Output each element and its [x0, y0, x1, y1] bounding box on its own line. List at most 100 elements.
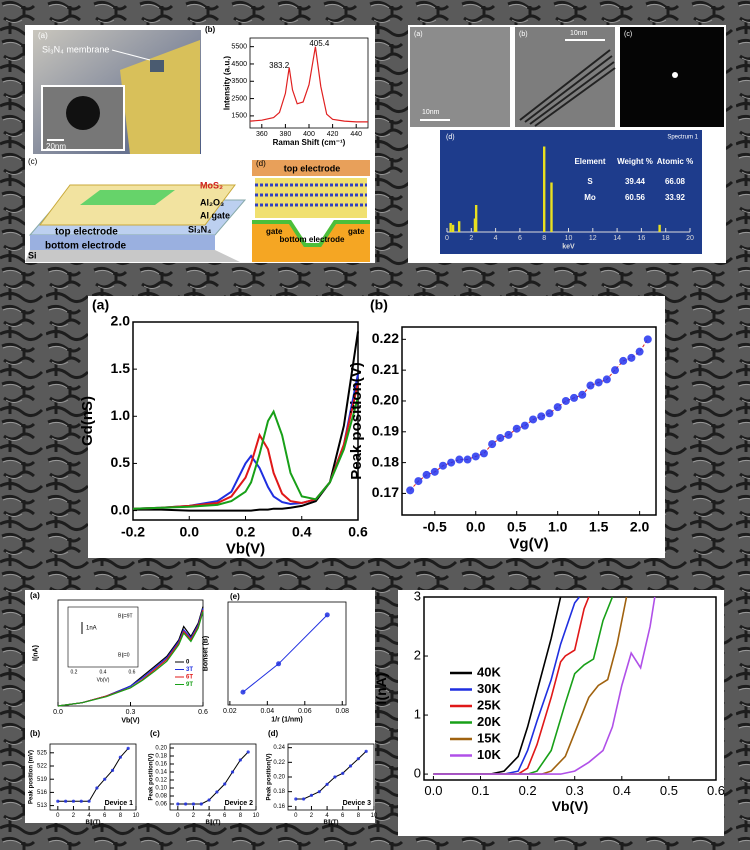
y-tick-label: 525 — [37, 750, 48, 756]
legend-label: 15K — [477, 730, 501, 745]
x-tick-label: 0.04 — [261, 708, 275, 715]
y-tick-label: 1500 — [231, 113, 247, 120]
label: bottom electrode — [45, 241, 127, 252]
y-tick-label: 0.08 — [155, 794, 167, 800]
y-tick-label: 2500 — [231, 95, 247, 102]
axis-label: Vb(V) — [97, 677, 110, 683]
layer — [30, 235, 215, 250]
y-tick-label: 0.06 — [155, 802, 167, 808]
point — [309, 793, 314, 797]
line — [433, 596, 590, 775]
plot-frame — [49, 743, 137, 811]
x-tick-label: 10 — [371, 813, 378, 819]
panel-label: (a) — [414, 31, 423, 38]
x-tick-label: 0.4 — [292, 523, 312, 539]
point — [611, 366, 620, 375]
x-tick-label: 2 — [72, 813, 76, 819]
x-tick-label: 0.0 — [466, 518, 486, 534]
point — [479, 449, 488, 458]
y-tick-label: 4500 — [231, 61, 247, 68]
panel-label: (a) — [38, 31, 48, 40]
panel-label: (c) — [150, 729, 160, 738]
y-tick-label: 522 — [37, 764, 48, 770]
label: MoS₂ — [200, 180, 223, 190]
point — [635, 347, 644, 356]
panel-label: (b) — [205, 25, 216, 34]
panel-label: (b) — [519, 31, 528, 38]
point — [504, 430, 513, 439]
x-tick-label: 10 — [133, 813, 140, 819]
y-tick-label: 0.21 — [372, 361, 399, 377]
legend-label: 0 — [186, 660, 190, 666]
x-tick-label: 2 — [310, 813, 314, 819]
line — [433, 596, 581, 775]
point — [230, 770, 235, 774]
peak — [658, 224, 661, 232]
point — [627, 353, 636, 362]
plot-frame — [227, 601, 347, 706]
x-tick-label: 0 — [56, 813, 60, 819]
x-tick-label: 4 — [494, 235, 498, 242]
y-tick-label: 0.20 — [155, 746, 167, 752]
y-tick-label: 0.17 — [372, 484, 399, 500]
label: Al₂O₃ — [200, 197, 224, 207]
x-tick-label: 0 — [294, 813, 298, 819]
panel-label: (c) — [28, 157, 38, 166]
point — [317, 790, 321, 794]
line — [433, 596, 656, 775]
x-tick-label: 6 — [103, 813, 107, 819]
x-tick-label: 0 — [176, 813, 180, 819]
point — [341, 771, 345, 775]
peak-label: 405.4 — [309, 39, 330, 48]
point — [643, 335, 652, 344]
point — [64, 799, 68, 803]
x-axis-label: Vg(V) — [509, 535, 548, 552]
peak — [550, 182, 553, 232]
panel-label: (d) — [256, 159, 266, 168]
panel-label: (a) — [30, 591, 40, 600]
label: Spectrum 1 — [667, 135, 698, 141]
line — [132, 397, 359, 510]
x-tick-label: 0.2 — [236, 523, 256, 539]
y-tick-label: 519 — [37, 777, 48, 783]
label: top electrode — [284, 163, 341, 173]
x-tick-label: 0.08 — [335, 708, 349, 715]
gate — [252, 220, 370, 247]
x-axis-label: Vb(V) — [226, 540, 265, 557]
y-tick-label: 0.18 — [155, 754, 167, 760]
eds-background — [440, 130, 702, 254]
point — [238, 758, 242, 762]
table-cell: 33.92 — [665, 193, 686, 202]
table-cell: Mo — [584, 193, 596, 202]
y-tick-label: 5500 — [231, 43, 247, 50]
label: Si — [28, 250, 37, 260]
legend-label: 3T — [186, 667, 193, 673]
point — [103, 777, 107, 781]
y-axis-label: I(nA) — [373, 673, 389, 705]
label: 1nA — [86, 626, 97, 632]
point — [512, 424, 521, 433]
point — [488, 440, 497, 449]
tem-image — [410, 27, 510, 127]
line — [249, 46, 368, 123]
point — [95, 786, 99, 790]
x-tick-label: 0.3 — [566, 783, 584, 798]
arrow — [111, 49, 151, 61]
line — [433, 596, 628, 775]
x-axis-label: Vb(V) — [552, 798, 589, 814]
point — [333, 775, 337, 779]
x-tick-label: 0.0 — [424, 783, 442, 798]
panel-label: (d) — [268, 729, 279, 738]
x-tick-label: 0.02 — [223, 708, 237, 715]
fit-line — [177, 751, 249, 805]
label: top electrode — [55, 227, 118, 238]
point — [56, 799, 60, 803]
y-tick-label: 0.14 — [155, 770, 167, 776]
electrode-photo — [120, 40, 200, 154]
point — [422, 470, 431, 479]
x-tick-label: 0.0 — [180, 523, 200, 539]
scale-label: 10nm — [422, 109, 440, 116]
x-axis-label: B∥(T) — [86, 819, 101, 826]
peak-label: 383.2 — [269, 61, 290, 70]
point — [406, 486, 415, 495]
